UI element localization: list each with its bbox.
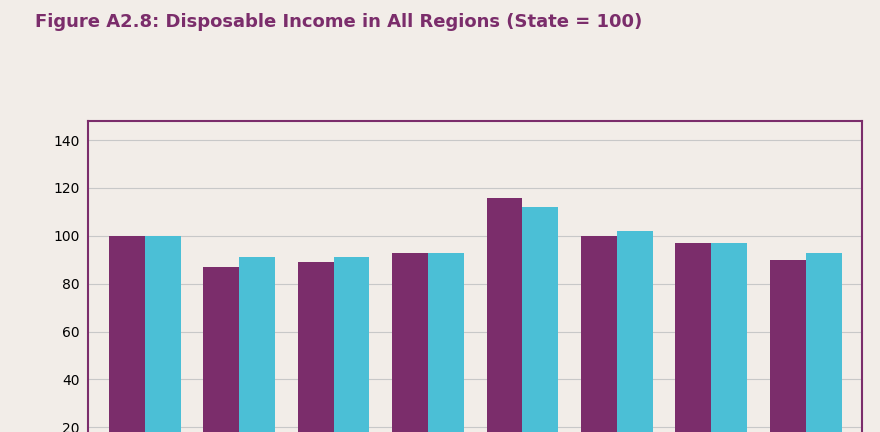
Bar: [203, 267, 239, 432]
Bar: [334, 257, 370, 432]
Bar: [239, 257, 275, 432]
Bar: [617, 231, 653, 432]
Bar: [711, 243, 747, 432]
Bar: [523, 207, 558, 432]
Bar: [676, 243, 711, 432]
Bar: [392, 253, 428, 432]
Bar: [297, 262, 334, 432]
Bar: [487, 197, 523, 432]
Bar: [806, 253, 841, 432]
Bar: [581, 236, 617, 432]
Text: Figure A2.8: Disposable Income in All Regions (State = 100): Figure A2.8: Disposable Income in All Re…: [35, 13, 642, 31]
Bar: [109, 236, 144, 432]
Bar: [770, 260, 806, 432]
Bar: [144, 236, 180, 432]
Bar: [428, 253, 464, 432]
